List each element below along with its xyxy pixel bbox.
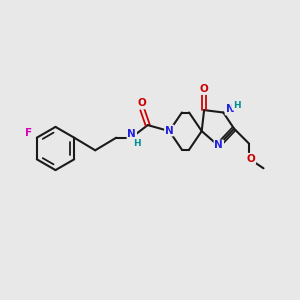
- Text: H: H: [133, 139, 140, 148]
- Text: N: N: [226, 104, 234, 115]
- Text: N: N: [128, 129, 136, 139]
- Text: O: O: [200, 84, 208, 94]
- Text: N: N: [165, 125, 174, 136]
- Text: N: N: [214, 140, 223, 151]
- Text: O: O: [138, 98, 147, 109]
- Text: O: O: [247, 154, 255, 164]
- Text: F: F: [26, 128, 33, 138]
- Text: H: H: [233, 101, 240, 110]
